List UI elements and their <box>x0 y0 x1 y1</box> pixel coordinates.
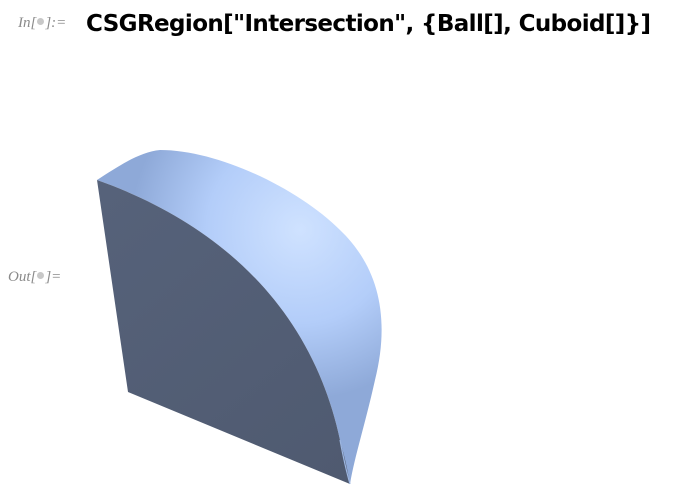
cell-number-placeholder-icon <box>37 18 45 25</box>
output-label-suffix: ]= <box>45 269 62 285</box>
cell-number-placeholder-icon <box>37 272 45 279</box>
sphere-rim-edge <box>339 439 351 485</box>
input-code[interactable]: CSGRegion["Intersection", {Ball[], Cuboi… <box>86 11 651 37</box>
input-label-suffix: ]:= <box>45 15 67 31</box>
output-label-prefix: Out[ <box>8 269 37 285</box>
input-cell-label: In[ ]:= <box>18 15 66 32</box>
output-cell-label: Out[ ]= <box>8 269 61 286</box>
planar-cut-face <box>97 180 350 484</box>
input-label-prefix: In[ <box>18 15 37 31</box>
sphere-surface <box>97 150 382 484</box>
